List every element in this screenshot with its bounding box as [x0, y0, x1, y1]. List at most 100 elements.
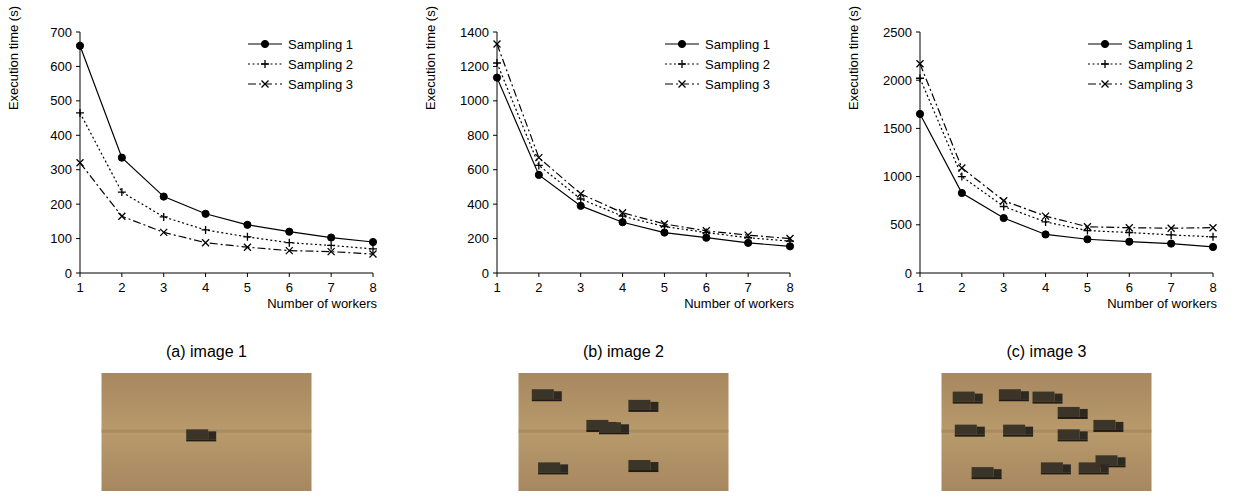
truck-body — [599, 422, 621, 432]
legend-marker — [1101, 40, 1108, 47]
truck-body — [628, 460, 650, 470]
point — [493, 59, 501, 67]
x-tick — [1087, 273, 1088, 277]
x-tick-label: 7 — [328, 280, 335, 295]
truck-cab — [554, 391, 562, 399]
point — [745, 232, 752, 239]
y-axis-title: Execution time (s) — [423, 6, 438, 110]
x-tick — [497, 273, 498, 277]
x-tick-label: 8 — [369, 280, 376, 295]
x-axis — [497, 273, 790, 274]
truck-cab — [1063, 464, 1071, 472]
point — [916, 74, 924, 82]
x-tick-label: 6 — [703, 280, 710, 295]
y-tick — [493, 204, 497, 205]
series-line — [80, 113, 373, 249]
y-tick-label: 2000 — [883, 73, 912, 88]
y-tick-label: 1000 — [460, 93, 489, 108]
photo-ground — [942, 373, 1152, 491]
truck-cab — [1115, 422, 1123, 430]
truck-cab — [994, 469, 1002, 477]
legend-label: Sampling 2 — [1128, 57, 1193, 72]
truck-body — [186, 429, 208, 439]
x-axis — [920, 273, 1213, 274]
y-tick — [493, 169, 497, 170]
y-tick-label: 1500 — [883, 121, 912, 136]
point — [76, 109, 84, 117]
panel: 010020030040050060070012345678Number of … — [6, 6, 377, 491]
point — [118, 213, 125, 220]
point — [1083, 227, 1091, 235]
y-tick — [76, 100, 80, 101]
legend: Sampling 1Sampling 2Sampling 3 — [248, 37, 353, 92]
x-axis-title: Number of workers — [267, 296, 377, 311]
truck-wheels — [628, 470, 658, 472]
x-tick — [1129, 273, 1130, 277]
point — [1042, 213, 1049, 220]
point — [244, 244, 251, 251]
x-tick — [1171, 273, 1172, 277]
point — [1000, 197, 1007, 204]
truck-cab — [650, 402, 658, 410]
point — [494, 41, 501, 48]
point — [328, 248, 335, 255]
y-tick-label: 1000 — [883, 169, 912, 184]
truck-wheels — [1033, 402, 1063, 404]
point — [1084, 236, 1091, 243]
point — [619, 209, 626, 216]
plot-area — [493, 41, 794, 250]
truck-wheels — [972, 477, 1002, 479]
series-line — [80, 46, 373, 242]
y-tick-label: 0 — [482, 266, 489, 281]
x-tick — [1003, 273, 1004, 277]
x-tick — [580, 273, 581, 277]
y-tick-label: 400 — [50, 128, 72, 143]
truck-wheels — [1058, 417, 1088, 419]
legend-marker — [679, 81, 686, 88]
point — [958, 189, 965, 196]
x-tick-label: 5 — [1084, 280, 1091, 295]
legend: Sampling 1Sampling 2Sampling 3 — [1088, 37, 1193, 92]
legend-marker — [678, 40, 685, 47]
point — [1084, 223, 1091, 230]
y-tick — [916, 273, 920, 274]
y-axis — [497, 32, 498, 273]
point — [1168, 225, 1175, 232]
y-tick-label: 600 — [50, 59, 72, 74]
legend-marker — [1102, 81, 1109, 88]
point — [535, 171, 542, 178]
series-line — [920, 114, 1213, 247]
y-tick-label: 300 — [50, 162, 72, 177]
truck-wheels — [999, 399, 1029, 401]
point — [958, 173, 966, 181]
y-tick-label: 200 — [50, 197, 72, 212]
y-tick — [493, 135, 497, 136]
truck-cab — [560, 464, 568, 472]
photo-ground — [102, 373, 312, 491]
legend-marker — [262, 81, 269, 88]
x-tick — [920, 273, 921, 277]
legend-marker — [261, 60, 269, 68]
x-axis-title: Number of workers — [684, 296, 794, 311]
point — [916, 110, 923, 117]
y-tick — [76, 135, 80, 136]
y-tick-label: 600 — [467, 162, 489, 177]
x-tick — [121, 273, 122, 277]
y-tick-label: 100 — [50, 231, 72, 246]
point — [535, 161, 543, 169]
x-tick-label: 4 — [619, 280, 626, 295]
x-tick-label: 8 — [786, 280, 793, 295]
point — [369, 238, 376, 245]
truck-body — [953, 392, 975, 402]
photo — [102, 373, 312, 491]
x-tick-label: 4 — [202, 280, 209, 295]
point — [285, 239, 293, 247]
y-tick-label: 500 — [890, 217, 912, 232]
point — [202, 239, 209, 246]
plot-area — [916, 60, 1217, 250]
point — [118, 154, 125, 161]
x-tick — [664, 273, 665, 277]
point — [702, 229, 710, 237]
point — [286, 247, 293, 254]
truck-wheels — [628, 410, 658, 412]
